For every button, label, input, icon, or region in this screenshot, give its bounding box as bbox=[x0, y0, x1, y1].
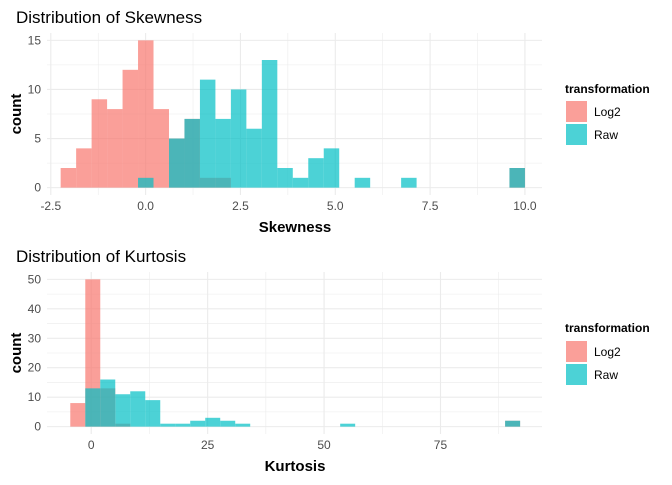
legend-key-raw bbox=[566, 124, 587, 145]
histogram-bar-raw bbox=[323, 148, 340, 188]
histogram-bar-raw bbox=[145, 400, 161, 427]
x-tick-label: 50 bbox=[317, 438, 331, 452]
histogram-bar-log2 bbox=[122, 69, 139, 188]
chart-title: Distribution of Skewness bbox=[16, 8, 202, 27]
histogram-bar-raw bbox=[184, 118, 200, 188]
legend-label-raw: Raw bbox=[594, 128, 618, 142]
histogram-bar-raw bbox=[190, 420, 206, 427]
series-raw bbox=[138, 60, 525, 188]
legend-title: transformation bbox=[565, 321, 650, 335]
y-tick-label: 40 bbox=[28, 302, 42, 316]
x-tick-label: -2.5 bbox=[40, 199, 61, 213]
x-tick-label: 10.0 bbox=[513, 199, 537, 213]
kurtosis-chart: Distribution of Kurtosis Kurtosis count … bbox=[8, 247, 650, 475]
histogram-bar-log2 bbox=[70, 403, 86, 427]
y-axis-title: count bbox=[8, 94, 25, 135]
y-tick-label: 15 bbox=[28, 33, 42, 47]
histogram-bar-raw bbox=[175, 423, 191, 427]
legend-label-log2: Log2 bbox=[594, 105, 621, 119]
histogram-bar-log2 bbox=[138, 40, 154, 188]
histogram-bar-raw bbox=[199, 79, 216, 188]
histogram-bar-raw bbox=[85, 388, 101, 427]
histogram-bar-raw bbox=[401, 177, 417, 188]
histogram-bar-raw bbox=[292, 177, 309, 188]
x-tick-label: 0.0 bbox=[137, 199, 154, 213]
x-tick-label: 75 bbox=[434, 438, 448, 452]
x-tick-label: 2.5 bbox=[232, 199, 249, 213]
histogram-bar-raw bbox=[215, 118, 231, 188]
x-axis-title: Kurtosis bbox=[265, 458, 326, 475]
y-tick-label: 30 bbox=[28, 331, 42, 345]
legend-title: transformation bbox=[565, 82, 650, 96]
histogram-bar-log2 bbox=[91, 99, 108, 188]
y-axis-title: count bbox=[8, 333, 25, 374]
histogram-bar-raw bbox=[509, 168, 525, 188]
x-tick-label: 7.5 bbox=[422, 199, 439, 213]
x-tick-label: 0 bbox=[88, 438, 95, 452]
legend-label-raw: Raw bbox=[594, 368, 618, 382]
histogram-bar-log2 bbox=[153, 109, 169, 188]
histogram-bar-raw bbox=[235, 423, 251, 427]
histogram-bar-raw bbox=[220, 420, 236, 427]
histogram-bar-raw bbox=[168, 138, 185, 188]
histogram-bar-raw bbox=[115, 394, 131, 427]
histogram-bar-raw bbox=[230, 89, 247, 188]
series-raw bbox=[85, 379, 521, 427]
histogram-bar-raw bbox=[205, 417, 221, 427]
histogram-bar-raw bbox=[261, 60, 278, 188]
y-tick-label: 10 bbox=[28, 390, 42, 404]
histogram-bar-raw bbox=[308, 158, 324, 188]
legend-key-log2 bbox=[566, 101, 587, 122]
histogram-bar-raw bbox=[130, 391, 146, 427]
chart-title: Distribution of Kurtosis bbox=[16, 247, 186, 266]
histogram-bar-raw bbox=[138, 177, 154, 188]
y-tick-label: 50 bbox=[28, 272, 42, 286]
y-tick-label: 0 bbox=[34, 420, 41, 434]
histogram-bar-raw bbox=[277, 168, 293, 188]
grid bbox=[47, 272, 542, 434]
histogram-bar-raw bbox=[246, 128, 262, 188]
histogram-bar-log2 bbox=[60, 168, 77, 188]
x-tick-label: 5.0 bbox=[327, 199, 344, 213]
histogram-bar-raw bbox=[505, 420, 521, 427]
y-tick-label: 5 bbox=[34, 132, 41, 146]
histogram-bar-log2 bbox=[76, 148, 92, 188]
x-tick-label: 25 bbox=[201, 438, 215, 452]
histogram-bar-log2 bbox=[107, 109, 123, 188]
y-tick-label: 0 bbox=[34, 181, 41, 195]
y-tick-label: 20 bbox=[28, 361, 42, 375]
histogram-bar-raw bbox=[340, 423, 356, 427]
histogram-bar-raw bbox=[160, 423, 176, 427]
legend-key-raw bbox=[566, 364, 587, 385]
histogram-bar-raw bbox=[354, 177, 371, 188]
x-axis-title: Skewness bbox=[259, 219, 332, 236]
legend-label-log2: Log2 bbox=[594, 345, 621, 359]
skewness-chart: Distribution of Skewness Skewness count … bbox=[8, 8, 650, 236]
y-tick-label: 10 bbox=[28, 82, 42, 96]
histogram-bar-raw bbox=[100, 379, 116, 427]
legend-key-log2 bbox=[566, 341, 587, 362]
